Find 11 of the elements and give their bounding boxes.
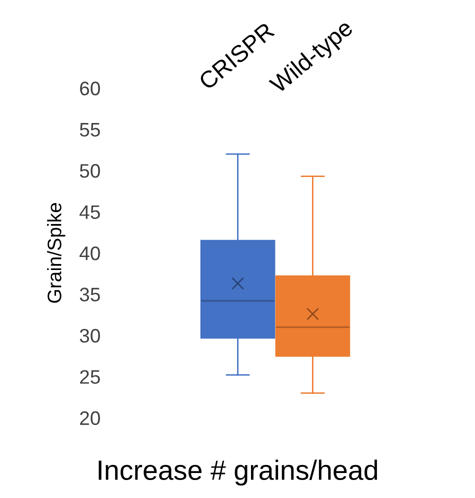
y-tick-label: 25 — [80, 370, 100, 384]
y-tick-label: 45 — [80, 205, 100, 220]
x-axis-title: Increase # grains/head — [98, 460, 378, 486]
y-axis-title: Grain/Spike — [47, 203, 66, 303]
y-tick-label: 60 — [80, 82, 100, 96]
y-tick-label: 40 — [80, 246, 100, 260]
y-tick-label: 55 — [80, 123, 100, 137]
y-tick-label: 30 — [80, 328, 100, 343]
y-tick-label: 50 — [80, 164, 100, 178]
y-tick-label: 20 — [80, 411, 100, 426]
y-tick-label: 35 — [80, 288, 100, 302]
